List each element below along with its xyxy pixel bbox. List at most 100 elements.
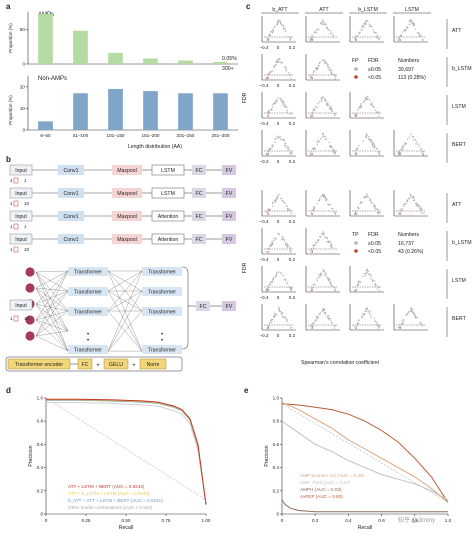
scatter-point <box>277 271 279 273</box>
attention-link <box>35 303 69 312</box>
scatter-point <box>284 104 286 106</box>
panel-label-b: b <box>6 155 11 164</box>
scatter-point <box>365 133 368 135</box>
scatter-point <box>370 316 373 319</box>
scatter-point <box>356 148 358 150</box>
scatter-point <box>289 249 291 251</box>
scatter-point <box>319 312 322 314</box>
legend-fdr: <0.05 <box>368 75 381 81</box>
y-tick-label: 10 <box>20 106 26 111</box>
scatter-point <box>285 279 287 282</box>
panel-label-e: e <box>244 386 249 395</box>
scatter-point <box>360 107 362 109</box>
scatter-point <box>269 281 272 283</box>
scatter-point <box>376 211 379 214</box>
scatter-point <box>327 278 329 280</box>
scatter-point <box>332 148 334 150</box>
scatter-point <box>278 308 281 310</box>
scatter-point <box>370 103 372 106</box>
scatter-point <box>311 36 313 39</box>
a-bottom-ylabel: Proportion (%) <box>8 95 13 125</box>
scatter-point <box>286 282 288 285</box>
scatter-point <box>323 135 325 137</box>
x-tick-label: 0.25 <box>82 518 91 523</box>
scatter-point <box>334 213 337 215</box>
transformer-block-label: Transformer <box>148 269 176 275</box>
scatter-point <box>360 28 362 30</box>
scatter-point <box>310 39 312 41</box>
scatter-point <box>398 37 401 39</box>
scatter-point <box>331 69 333 72</box>
scatter-point <box>324 99 326 102</box>
dimension-label: 10 <box>24 316 30 321</box>
scatter-point <box>265 211 268 213</box>
scatter-point <box>357 283 360 285</box>
scatter-point <box>414 315 416 317</box>
scatter-point <box>412 24 414 27</box>
maxpool-box-label: Maxpool <box>117 168 137 174</box>
scatter-point <box>319 199 321 201</box>
scatter-point <box>286 208 288 211</box>
scatter-point <box>401 208 403 210</box>
scatter-point <box>325 23 327 25</box>
scatter-point <box>288 74 291 77</box>
scatter-point <box>416 31 419 34</box>
baseline-line <box>281 403 449 503</box>
ylabel-top: FDR <box>242 92 248 103</box>
watermark-text: 知乎 @Jimmy <box>398 516 435 524</box>
legend-header: Numbers <box>398 232 419 238</box>
scatter-point <box>360 201 362 203</box>
maxpool-box <box>112 211 142 221</box>
scatter-point <box>280 23 283 26</box>
scatter-point <box>326 316 328 318</box>
scatter-point <box>411 21 413 23</box>
scatter-point <box>269 208 271 210</box>
input-box-label: Input <box>15 237 27 243</box>
row-label: LSTM <box>452 104 466 110</box>
scatter-point <box>409 310 412 312</box>
scatter-point <box>328 107 330 109</box>
scatter-point <box>374 205 377 208</box>
scatter-point <box>281 236 283 238</box>
scatter-point <box>285 69 287 72</box>
scatter-point <box>313 244 315 247</box>
scatter-point <box>278 233 280 236</box>
scatter-point <box>332 210 335 213</box>
scatter-point <box>323 232 326 235</box>
scatter-point <box>313 207 316 209</box>
legend-header: TP <box>352 232 359 238</box>
attention-link <box>35 271 69 332</box>
scatter-point <box>376 288 379 290</box>
scatter-point <box>287 209 289 211</box>
scatter-point <box>313 320 316 323</box>
attention-link <box>35 335 69 352</box>
rep-count: 1 <box>10 224 13 229</box>
fv-box-label: FV <box>226 304 233 310</box>
scatter-point <box>273 66 275 69</box>
a-xlabel: Length distribution (AA) <box>128 144 182 150</box>
volcano-plot-cell <box>261 266 296 293</box>
scatter-point <box>406 138 409 140</box>
scatter-point <box>319 276 321 278</box>
row-label: BERT <box>452 316 467 322</box>
scatter-point <box>325 102 328 105</box>
scatter-point <box>324 313 326 315</box>
scatter-point <box>277 136 280 138</box>
legend-norm-box <box>139 358 167 370</box>
scatter-point <box>317 240 320 242</box>
scatter-point <box>285 67 287 69</box>
rep-count: 1 <box>10 247 13 252</box>
scatter-point <box>312 283 315 286</box>
scatter-point <box>286 319 288 321</box>
scatter-point <box>368 23 371 26</box>
significant-point <box>399 327 401 329</box>
scatter-point <box>358 33 360 35</box>
scatter-point <box>416 205 418 207</box>
maxpool-box-label: Maxpool <box>117 214 137 220</box>
scatter-point <box>371 140 374 143</box>
scatter-point <box>322 269 325 272</box>
scatter-point <box>328 318 330 320</box>
x-tick-label: 0.50 <box>122 518 131 523</box>
scatter-point <box>330 284 333 287</box>
x-tick-label: 0.2 <box>289 295 296 300</box>
